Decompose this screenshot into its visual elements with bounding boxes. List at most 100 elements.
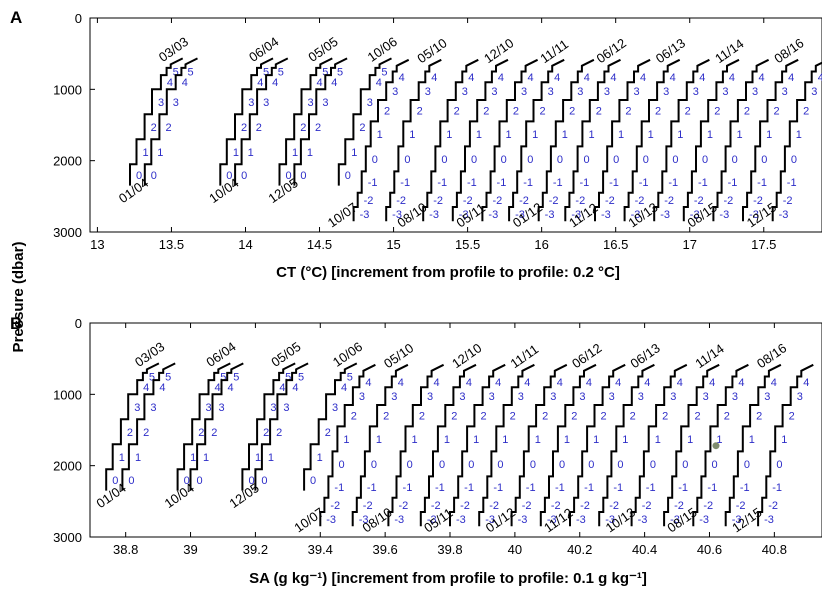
step-label: 4 [554,72,560,84]
profile-line [351,363,409,527]
step-label: 2 [417,106,423,118]
profile-line [422,58,479,222]
step-label: -3 [392,209,402,221]
step-label: 2 [695,411,701,423]
profile-date-label: 10/06 [365,34,400,65]
profile-date-label: 12/05 [227,480,262,511]
step-label: -3 [429,209,439,221]
step-label: 5 [472,0,478,3]
step-label: 1 [190,452,196,464]
step-label: -2 [519,195,529,207]
step-label: 1 [476,129,482,141]
step-label: 0 [371,459,377,471]
step-label: -3 [719,209,729,221]
step-label: -3 [571,209,581,221]
step-label: 3 [359,391,365,403]
step-label: -1 [497,177,507,189]
step-label: 4 [433,377,439,389]
profile-line [219,57,274,186]
step-label: -3 [779,209,789,221]
profile-date-label: 12/15 [729,505,764,536]
step-label: 3 [550,391,556,403]
step-label: -2 [736,500,746,512]
step-label: 4 [167,77,173,89]
step-label: -2 [723,195,733,207]
step-label: 1 [796,129,802,141]
step-label: 5 [648,0,654,3]
step-label: 0 [557,154,563,166]
step-label: 4 [272,77,278,89]
step-label: 2 [542,411,548,423]
profile-date-label: 11/11 [537,36,571,66]
profile-date-label: 03/03 [132,339,167,370]
step-label: 1 [255,452,261,464]
step-label: -3 [699,514,709,526]
profile-date-label: 12/10 [481,35,516,66]
profile-line [682,58,740,222]
step-label: -1 [368,177,378,189]
step-label: -3 [427,514,437,526]
step-label: -2 [549,195,559,207]
step-label: 2 [714,106,720,118]
step-label: 5 [278,67,284,79]
plot-area-a: 13 13.5 14 14.5 15 15.5 16 16.5 17 17.50100020003… [53,0,822,252]
step-label: 5 [381,67,387,79]
step-label: 2 [569,106,575,118]
step-label: -1 [437,177,447,189]
step-label: 5 [149,372,155,384]
profile-line [564,58,621,222]
step-label: 0 [588,459,594,471]
step-label: 5 [499,0,505,3]
step-label: 0 [468,459,474,471]
x-tick-label: 13 [90,237,104,252]
profile-date-label: 11/14 [712,36,746,66]
step-label: 4 [331,77,337,89]
step-label: 5 [369,0,375,3]
step-label: -2 [492,195,502,207]
step-label: 2 [165,122,171,134]
profile-line [385,58,442,222]
step-label: 4 [644,377,650,389]
step-label: -3 [326,514,336,526]
step-label: 5 [588,0,594,3]
step-label: -3 [515,209,525,221]
step-label: 3 [158,97,164,109]
step-label: 5 [187,67,193,79]
step-label: 1 [444,434,450,446]
step-label: 5 [807,0,813,3]
profile-date-label: 08/16 [754,340,789,371]
step-label: 0 [617,459,623,471]
step-label: 4 [738,377,744,389]
step-label: 2 [384,106,390,118]
step-label: -2 [363,500,373,512]
profile-line [771,61,822,222]
step-label: 3 [206,402,212,414]
step-label: 5 [713,0,719,3]
step-label: -1 [464,482,474,494]
step-label: 1 [622,434,628,446]
step-label: -3 [660,209,670,221]
step-label: -2 [396,195,406,207]
y-tick-label: 3000 [53,530,82,545]
step-label: -3 [670,514,680,526]
step-label: 1 [781,434,787,446]
step-label: 5 [775,0,781,3]
step-label: 0 [613,154,619,166]
step-label: -1 [668,177,678,189]
step-label: 0 [559,459,565,471]
x-tick-label: 17 [682,237,696,252]
step-label: 3 [609,391,615,403]
profile-line [478,363,535,527]
data-marker [712,442,720,450]
step-label: 2 [803,106,809,118]
x-tick-label: 13.5 [159,237,184,252]
step-label: 1 [248,147,254,159]
plot-frame [89,322,822,538]
step-label: 3 [521,86,527,98]
step-label: 3 [425,86,431,98]
step-label: 2 [198,427,204,439]
step-label: 0 [404,154,410,166]
x-axis-label-b: SA (g kg⁻¹) [increment from profile to p… [249,570,647,587]
step-label: 3 [548,86,554,98]
step-label: 3 [782,86,788,98]
